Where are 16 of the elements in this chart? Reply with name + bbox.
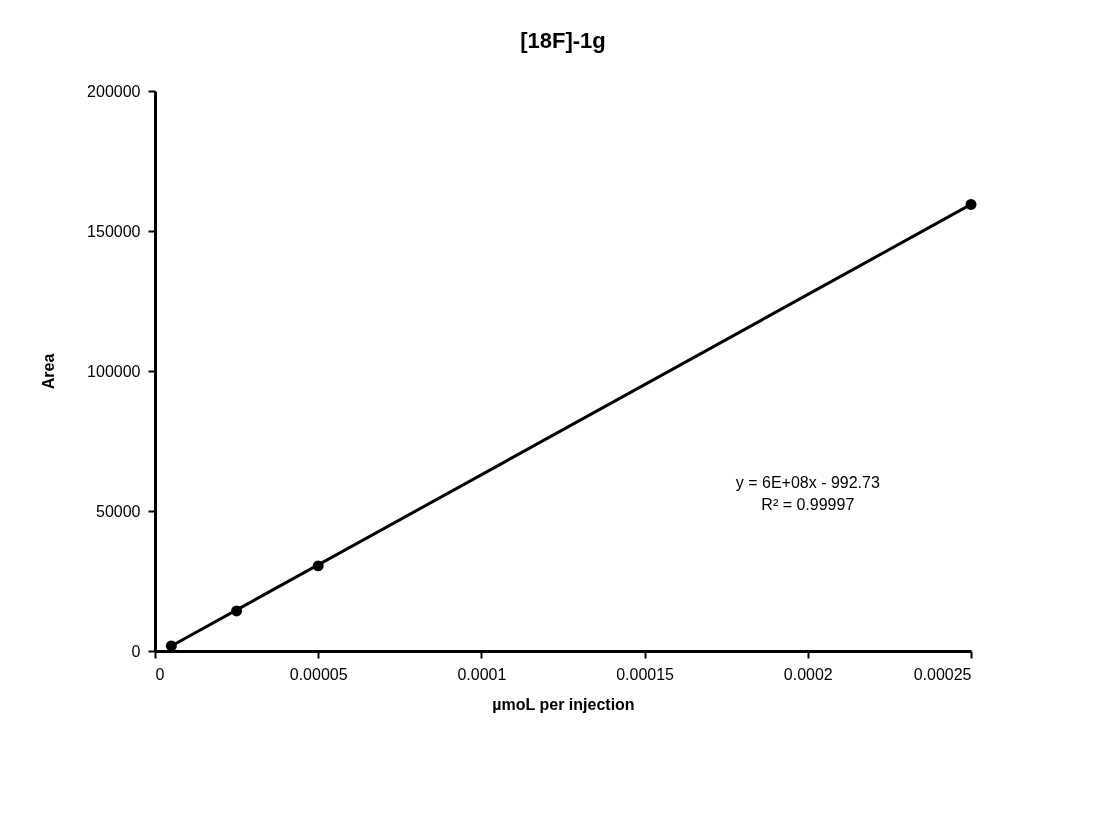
y-tick-label: 0 [131,642,141,660]
y-tick-label: 150000 [87,222,141,240]
y-tick-label: 50000 [96,502,141,520]
chart-title: [18F]-1g [520,28,606,53]
x-tick-label: 0.0001 [457,665,507,683]
annotation: y = 6E+08x - 992.73 [735,474,880,491]
x-tick-label: 0.00005 [289,665,348,683]
x-tick-label: 0.0002 [783,665,833,683]
y-axis-title: Area [40,353,58,390]
x-tick-label: 0.00015 [616,665,675,683]
annotation: R² = 0.99997 [761,496,855,513]
x-tick-label: 0.00025 [913,665,972,683]
x-axis-title: µmoL per injection [492,695,635,713]
y-tick-label: 100000 [87,362,141,380]
y-tick-label: 200000 [87,82,141,100]
x-tick-label: 0 [155,665,165,683]
